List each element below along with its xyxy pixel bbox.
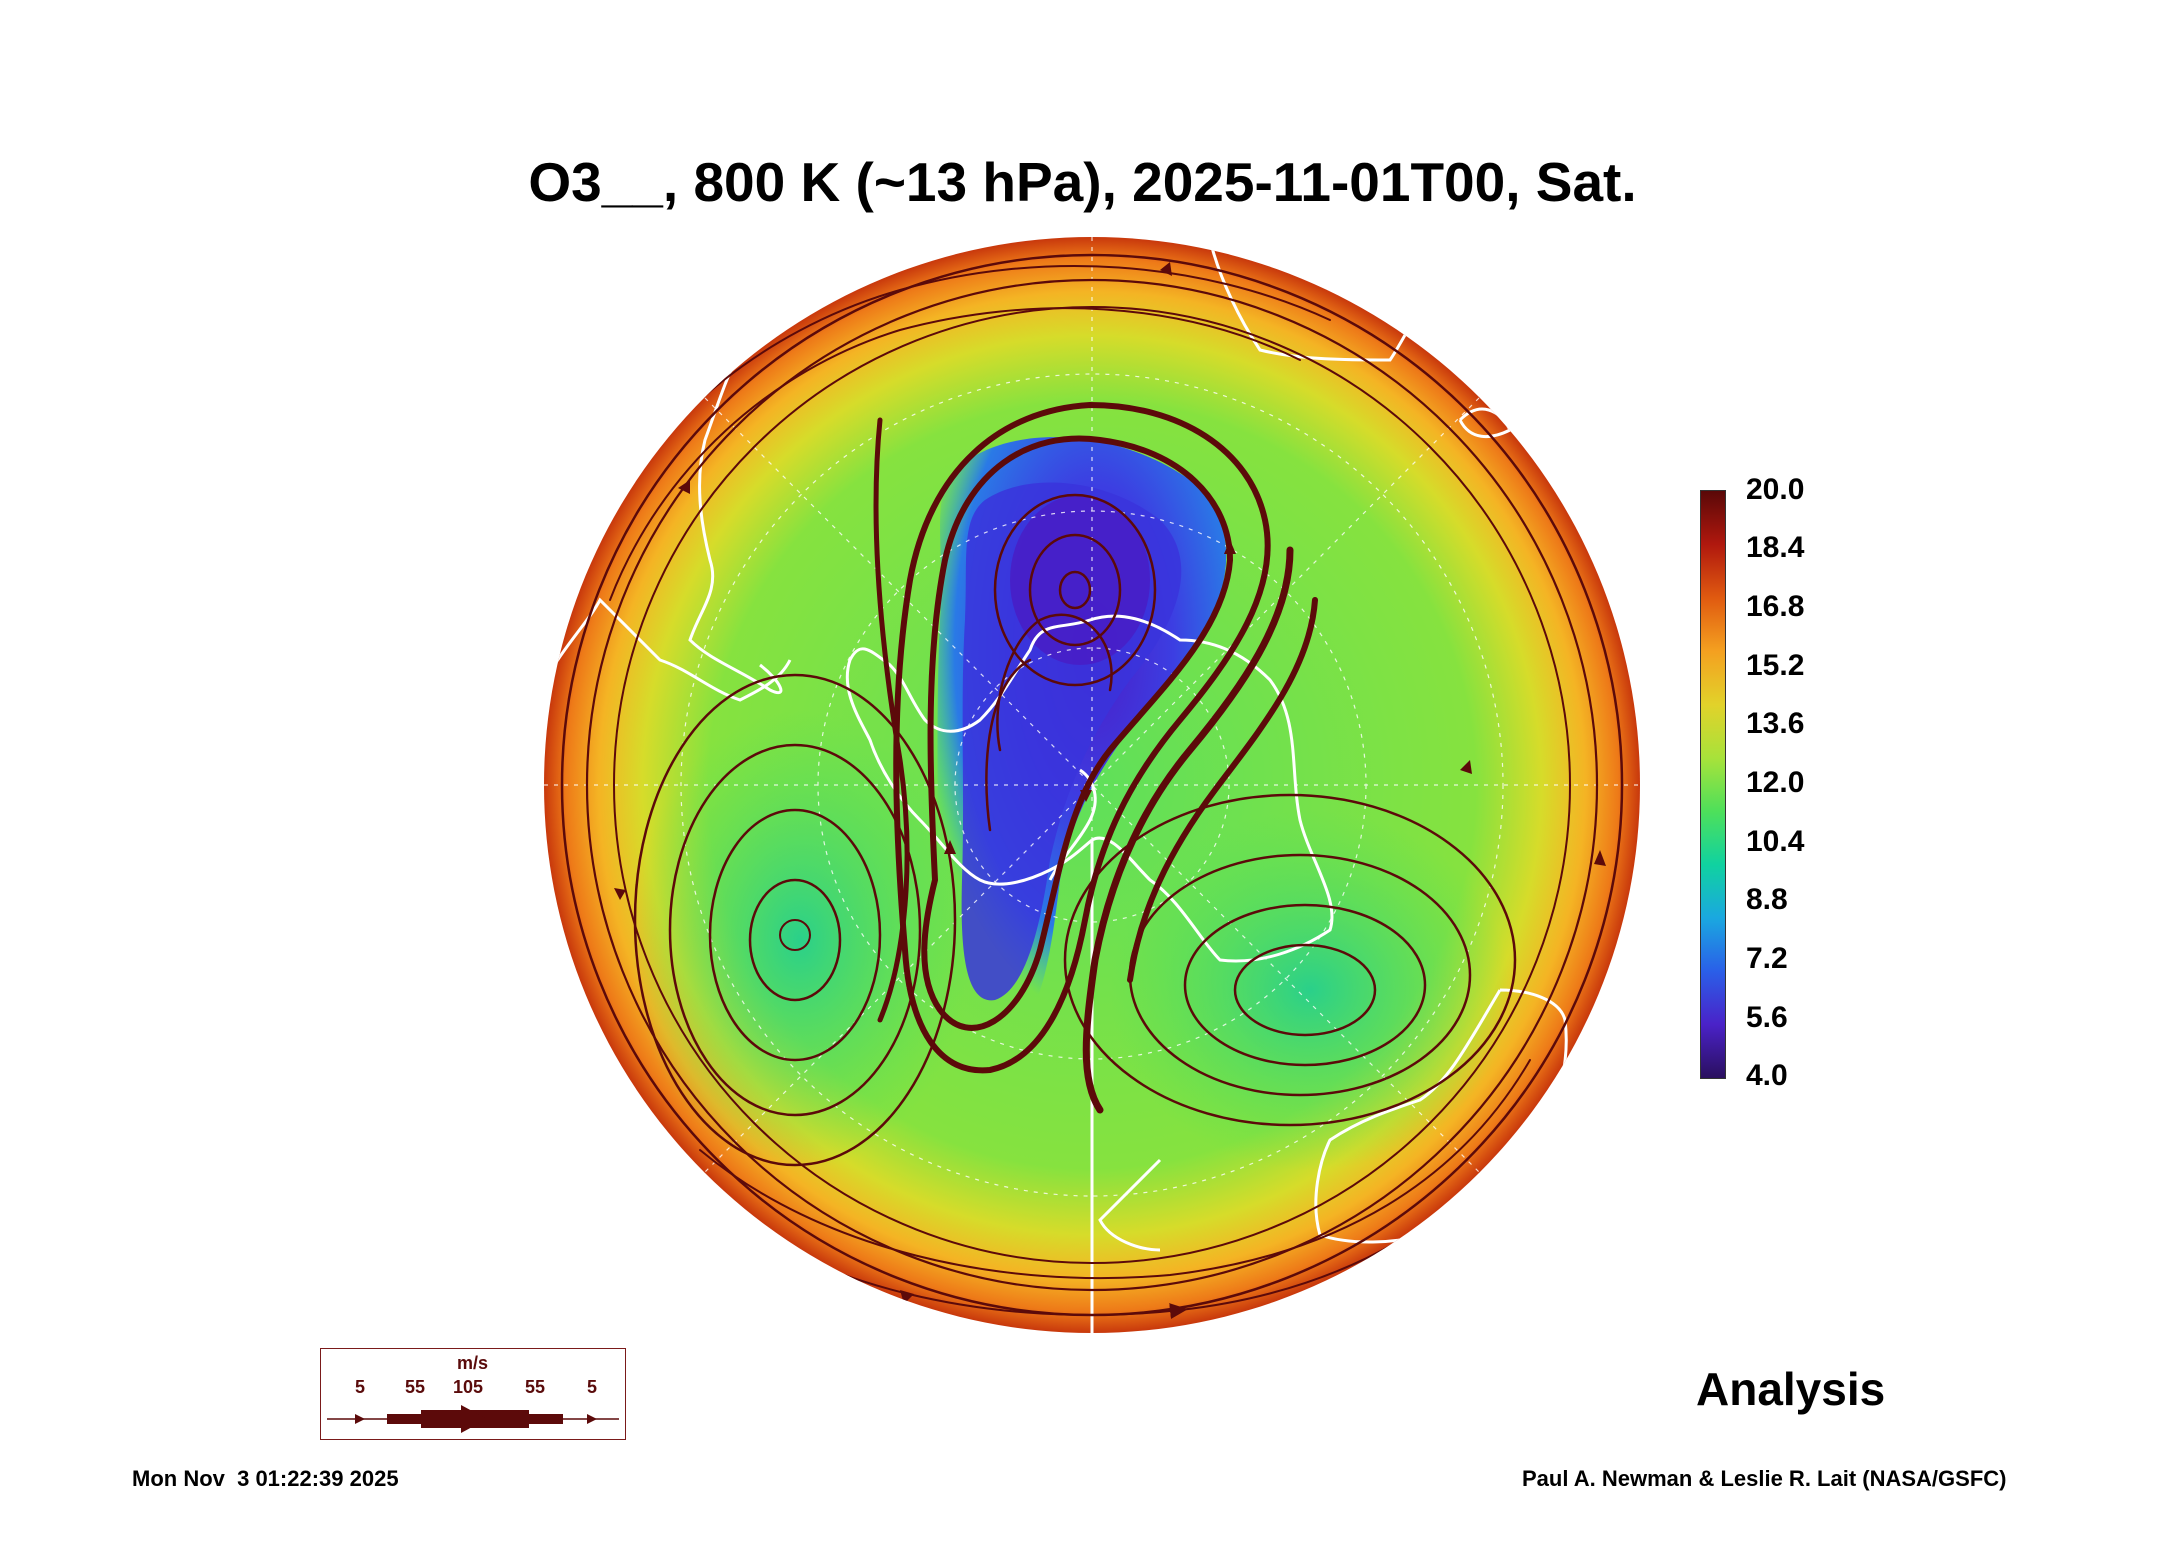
analysis-label: Analysis xyxy=(1696,1363,1886,1415)
legend-unit: m/s xyxy=(457,1353,489,1373)
colorbar xyxy=(1700,490,1726,1079)
colorbar-tick: 18.4 xyxy=(1746,531,1805,564)
colorbar-tick: 8.8 xyxy=(1746,883,1788,916)
chart-title: O3__, 800 K (~13 hPa), 2025-11-01T00, Sa… xyxy=(528,151,1637,213)
legend-arrow-bar xyxy=(327,1405,619,1433)
colorbar-tick: 20.0 xyxy=(1746,473,1805,506)
legend-speed: 55 xyxy=(405,1377,426,1397)
legend-speed: 55 xyxy=(525,1377,546,1397)
legend-speed: 105 xyxy=(453,1377,484,1397)
colorbar-tick: 4.0 xyxy=(1746,1059,1788,1092)
colorbar-tick: 12.0 xyxy=(1746,766,1805,799)
colorbar-tick: 10.4 xyxy=(1746,825,1805,858)
colorbar-tick: 5.6 xyxy=(1746,1001,1788,1034)
cell-left xyxy=(630,710,970,1170)
colorbar-tick: 15.2 xyxy=(1746,649,1805,682)
credit-line: Paul A. Newman & Leslie R. Lait (NASA/GS… xyxy=(1522,1466,2007,1491)
cell-right xyxy=(1110,810,1510,1170)
timestamp: Mon Nov 3 01:22:39 2025 xyxy=(132,1466,399,1491)
legend-speed: 5 xyxy=(587,1377,598,1397)
wind-speed-legend: m/s 5 55 105 55 5 xyxy=(320,1348,626,1440)
colorbar-tick: 16.8 xyxy=(1746,590,1805,623)
colorbar-tick: 13.6 xyxy=(1746,707,1805,740)
legend-speed: 5 xyxy=(355,1377,366,1397)
colorbar-tick: 7.2 xyxy=(1746,942,1788,975)
